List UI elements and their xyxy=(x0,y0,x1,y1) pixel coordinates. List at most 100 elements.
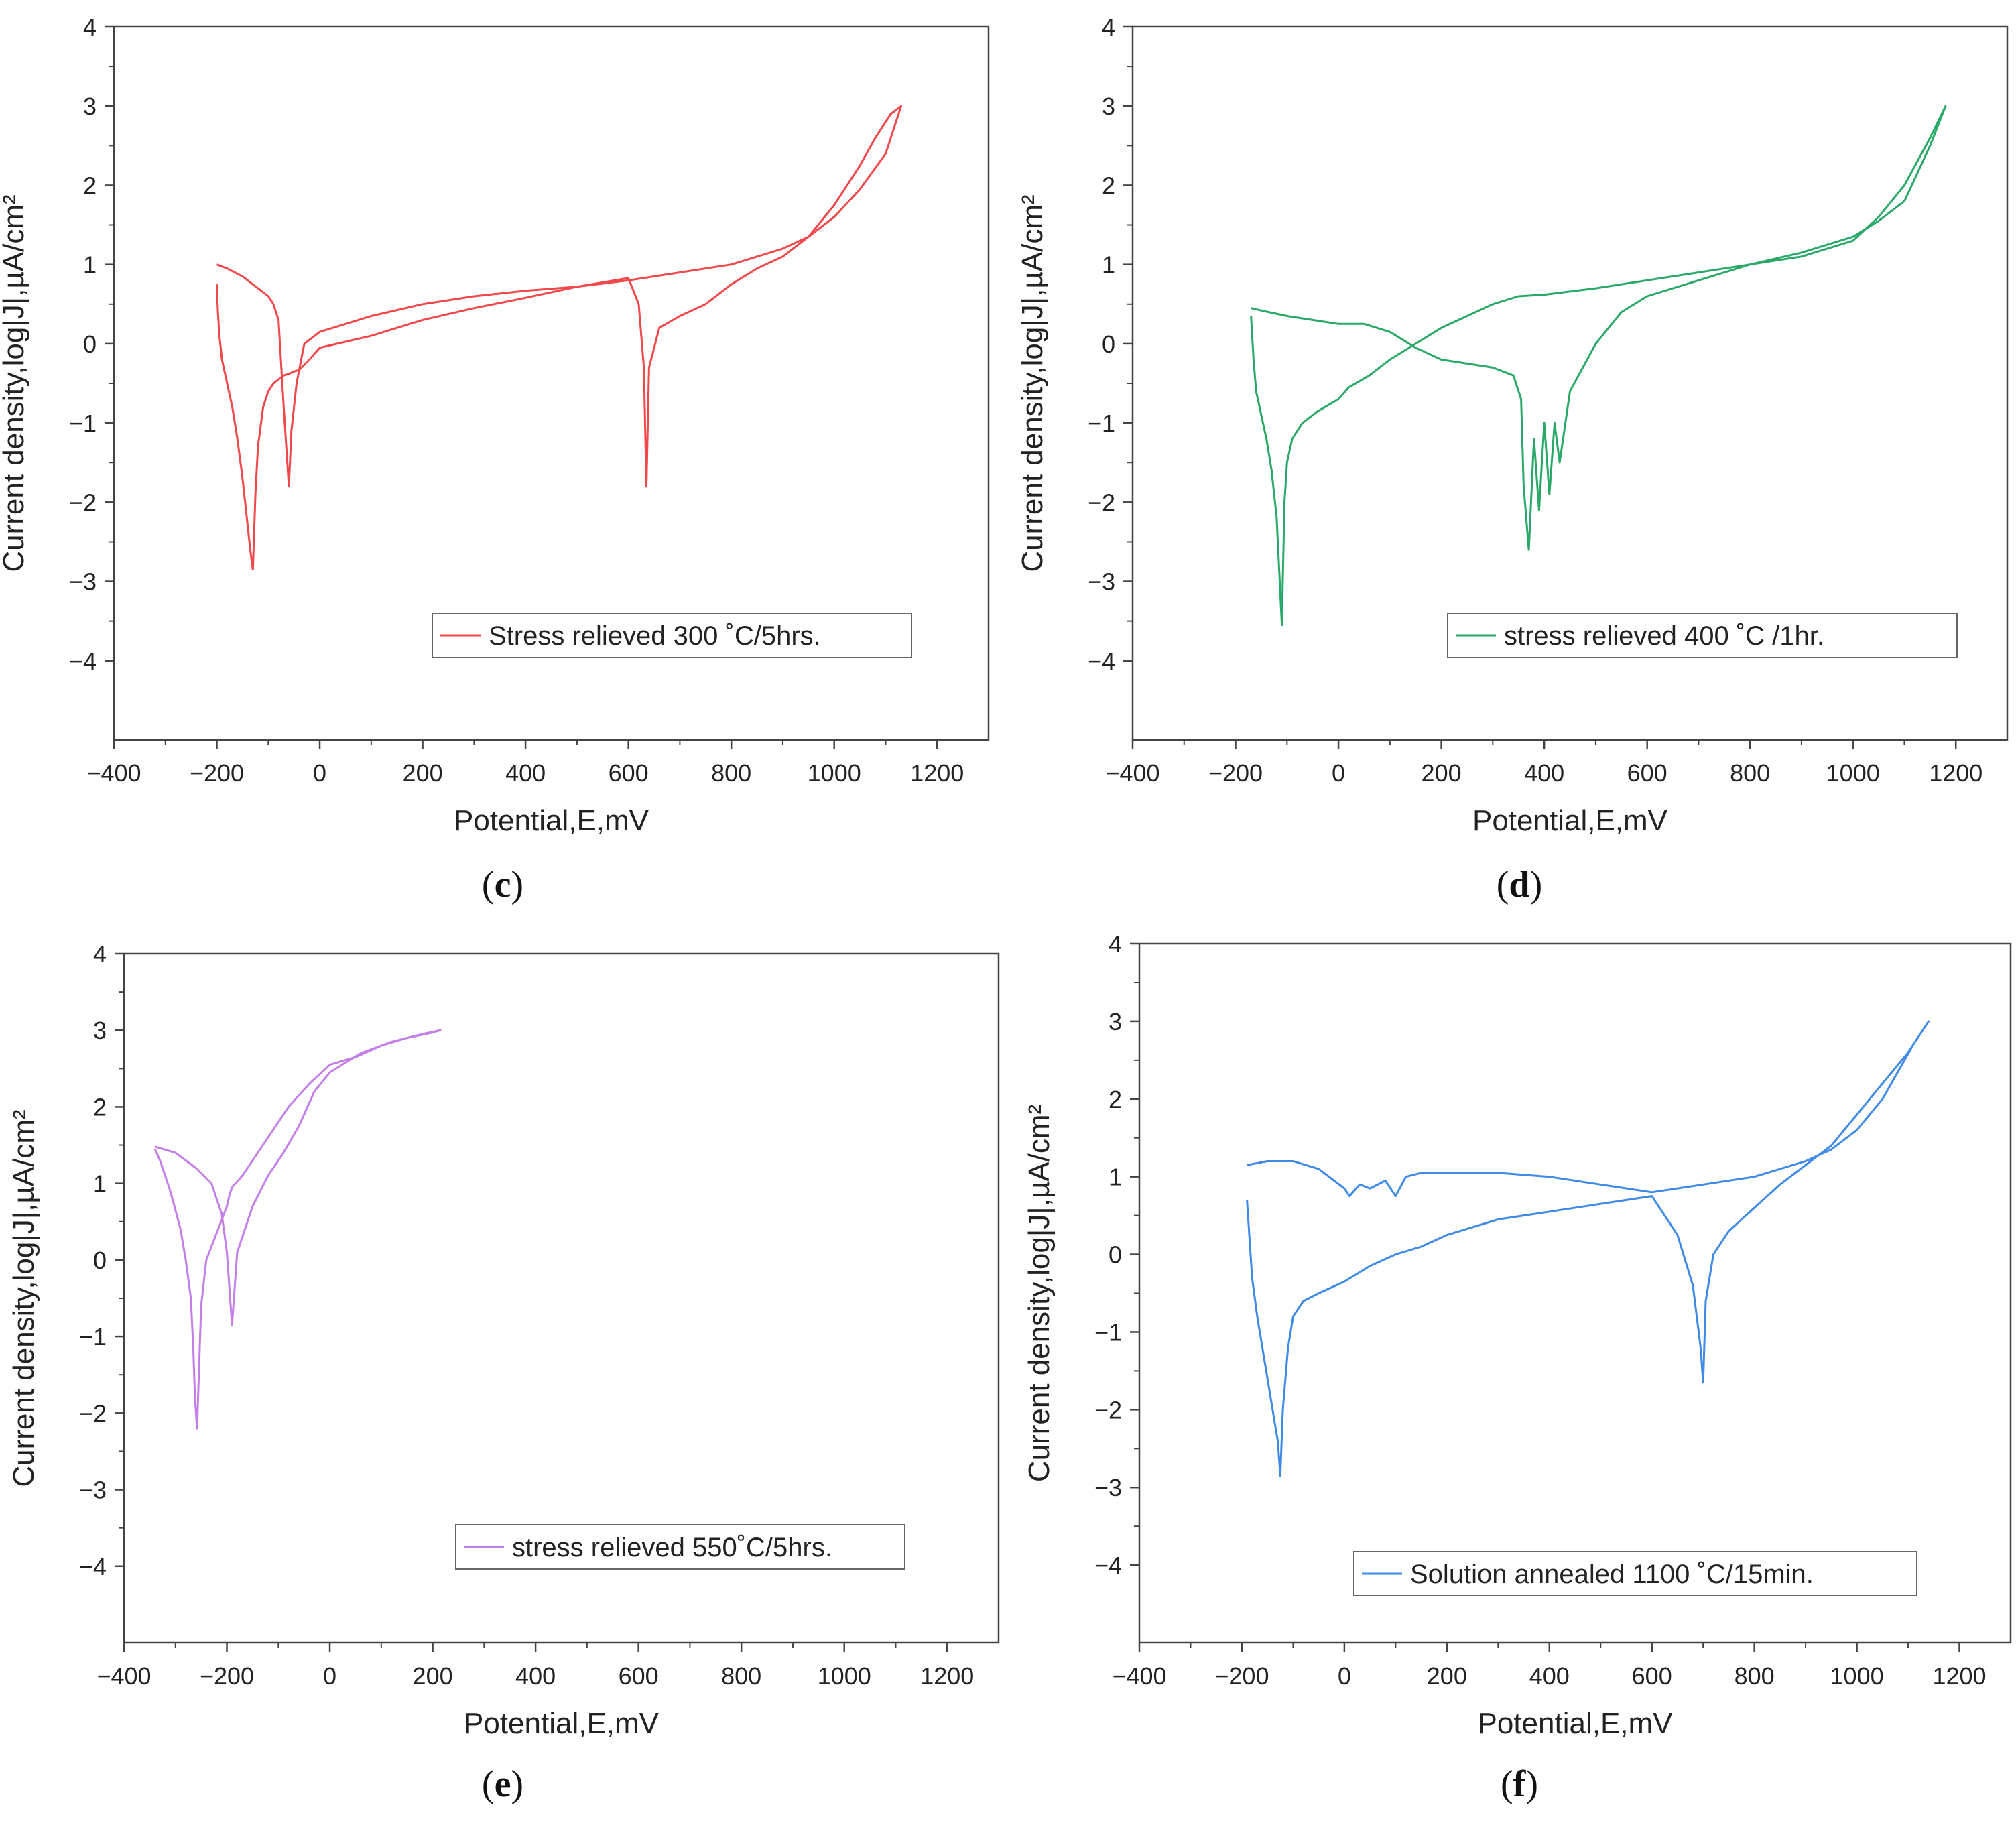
chart-c-legend-box xyxy=(432,613,912,658)
chart-c-panel-label: (c) xyxy=(482,864,523,905)
chart-d-y-tick-label: 3 xyxy=(1102,92,1115,120)
chart-c-y-tick-label: 4 xyxy=(83,13,97,41)
chart-c-x-tick-label: 1000 xyxy=(808,759,861,787)
chart-e-x-tick-label: 1000 xyxy=(818,1662,871,1690)
chart-e-x-tick-label: 400 xyxy=(515,1662,556,1690)
chart-e-x-tick-label: −200 xyxy=(200,1662,254,1690)
chart-d-x-tick-label: 600 xyxy=(1627,759,1667,787)
chart-c-y-tick-label: 0 xyxy=(83,330,97,358)
chart-e-x-tick-label: 0 xyxy=(323,1662,336,1690)
chart-d-x-tick-label: 0 xyxy=(1332,759,1345,787)
chart-c-x-tick-label: 400 xyxy=(505,759,546,787)
chart-f-x-tick-label: 1200 xyxy=(1932,1662,1986,1690)
chart-f-y-tick-label: −4 xyxy=(1094,1552,1122,1579)
chart-f-x-tick-label: 1000 xyxy=(1830,1662,1884,1690)
chart-f-legend-box xyxy=(1353,1551,1917,1596)
chart-d-y-tick-label: 2 xyxy=(1102,172,1115,199)
chart-d-x-axis-label: Potential,E,mV xyxy=(1472,804,1668,837)
chart-f-y-tick-label: 0 xyxy=(1109,1241,1122,1269)
chart-c-panel: −400 −200 0 200 400 600 800 1000 1200 −4 −3 −2 −1 0 1 2… xyxy=(0,13,990,905)
chart-d-y-tick-label: −3 xyxy=(1088,568,1115,596)
chart-d-x-tick-label: 1000 xyxy=(1826,759,1880,787)
chart-d-x-tick-label: 200 xyxy=(1422,759,1462,787)
chart-e-x-tick-label: 800 xyxy=(721,1662,761,1690)
chart-f-x-tick-label: 200 xyxy=(1427,1662,1467,1690)
chart-f-y-tick-label: −2 xyxy=(1094,1396,1122,1424)
chart-e-y-tick-label: −4 xyxy=(79,1553,107,1580)
chart-e-legend-text: stress relieved 550˚C/5hrs. xyxy=(512,1533,832,1562)
chart-c-x-tick-label: 800 xyxy=(711,759,751,787)
chart-d-series-line xyxy=(1250,105,1947,627)
chart-e-x-axis-label: Potential,E,mV xyxy=(464,1707,659,1740)
chart-f-series-line xyxy=(1246,1020,1930,1477)
chart-f-x-tick-label: 600 xyxy=(1632,1662,1672,1690)
chart-e-panel-label: (e) xyxy=(482,1763,523,1805)
chart-c-y-tick-label: −1 xyxy=(69,410,97,437)
chart-c-x-tick-label: −200 xyxy=(190,759,244,787)
chart-d-x-tick-label: 800 xyxy=(1730,759,1770,787)
chart-d-panel: −400 −200 0 200 400 600 800 1000 1200 −4 −3 −2 −1 0 1 2… xyxy=(1016,13,2009,905)
chart-c-y-axis-label: Current density,log|J|,µA/cm² xyxy=(0,194,30,572)
chart-c-y-tick-label: 3 xyxy=(83,92,97,120)
chart-d-y-tick-label: 1 xyxy=(1102,251,1115,279)
chart-e-x-tick-label: −400 xyxy=(97,1662,151,1690)
chart-e-y-axis-label: Current density,log|J|,µA/cm² xyxy=(7,1109,40,1487)
chart-f-y-axis-label: Current density,log|J|,µA/cm² xyxy=(1023,1105,1056,1482)
chart-c-y-tick-label: 2 xyxy=(83,172,97,199)
chart-f-y-tick-label: 2 xyxy=(1109,1086,1122,1113)
chart-d-legend-text: stress relieved 400 ˚C /1hr. xyxy=(1504,621,1824,651)
chart-d-x-tick-label: 1200 xyxy=(1929,759,1982,787)
chart-e-x-tick-label: 200 xyxy=(413,1662,453,1690)
chart-d-y-tick-label: −1 xyxy=(1088,410,1115,437)
chart-e-legend-box xyxy=(455,1524,905,1570)
chart-e-y-tick-label: −1 xyxy=(79,1323,107,1351)
chart-f-y-tick-label: −3 xyxy=(1094,1474,1122,1501)
chart-d-x-tick-label: 400 xyxy=(1524,759,1564,787)
chart-c-y-tick-label: −4 xyxy=(69,647,97,675)
chart-f-x-tick-label: −400 xyxy=(1112,1662,1166,1690)
chart-d-legend: stress relieved 400 ˚C /1hr. xyxy=(1447,613,1958,658)
chart-d-x-tick-label: −400 xyxy=(1105,759,1159,787)
chart-c-x-tick-label: 600 xyxy=(609,759,649,787)
chart-f-axes-frame xyxy=(1138,942,2012,1644)
chart-c-x-axis-label: Potential,E,mV xyxy=(454,804,649,837)
chart-f-x-tick-label: 0 xyxy=(1338,1662,1351,1690)
chart-c-x-tick-label: −400 xyxy=(86,759,141,787)
chart-e-y-tick-label: 0 xyxy=(93,1247,107,1274)
chart-c-y-tick-label: 1 xyxy=(83,251,97,279)
chart-f-y-tick-label: −1 xyxy=(1094,1318,1122,1346)
chart-e-legend: stress relieved 550˚C/5hrs. xyxy=(455,1524,905,1570)
chart-d-legend-box xyxy=(1447,613,1958,658)
chart-c-x-tick-label: 200 xyxy=(403,759,443,787)
chart-d-panel-label: (d) xyxy=(1497,864,1542,905)
chart-f-legend-text: Solution annealed 1100 ˚C/15min. xyxy=(1410,1560,1814,1589)
chart-d-y-tick-label: −2 xyxy=(1088,489,1115,516)
chart-e-y-tick-label: 4 xyxy=(93,940,107,968)
chart-d-x-tick-label: −200 xyxy=(1208,759,1263,787)
chart-c-y-tick-label: −2 xyxy=(69,489,97,516)
chart-e-panel: −400 −200 0 200 400 600 800 1000 1200 −4 −3 −2 −1 0 1 2… xyxy=(7,940,1000,1805)
chart-d-y-tick-label: −4 xyxy=(1088,647,1115,675)
chart-f-panel-label: (f) xyxy=(1501,1763,1538,1805)
chart-d-y-tick-label: 4 xyxy=(1102,13,1115,41)
chart-f-panel: −400 −200 0 200 400 600 800 1000 1200 −4 −3 −2 −1 0 1 2… xyxy=(1023,930,2012,1805)
chart-f-legend: Solution annealed 1100 ˚C/15min. xyxy=(1353,1551,1917,1596)
chart-d-y-tick-label: 0 xyxy=(1102,330,1115,358)
chart-e-y-tick-label: −2 xyxy=(79,1399,107,1427)
chart-e-y-tick-label: 2 xyxy=(93,1093,107,1121)
chart-c-legend-text: Stress relieved 300 ˚C/5hrs. xyxy=(489,621,821,651)
chart-c-y-tick-label: −3 xyxy=(69,568,97,596)
chart-d-y-axis-label: Current density,log|J|,µA/cm² xyxy=(1016,194,1049,572)
chart-e-x-tick-label: 600 xyxy=(619,1662,659,1690)
chart-c-x-tick-label: 0 xyxy=(313,759,326,787)
chart-e-y-tick-label: 1 xyxy=(93,1170,107,1198)
chart-f-x-axis-label: Potential,E,mV xyxy=(1477,1707,1673,1740)
chart-f-y-tick-label: 3 xyxy=(1109,1008,1122,1035)
chart-e-y-tick-label: 3 xyxy=(93,1017,107,1044)
chart-f-x-tick-label: 400 xyxy=(1529,1662,1570,1690)
chart-e-series-line xyxy=(153,1029,442,1430)
chart-c-x-tick-label: 1200 xyxy=(910,759,964,787)
chart-c-legend: Stress relieved 300 ˚C/5hrs. xyxy=(432,613,912,658)
chart-f-y-tick-label: 4 xyxy=(1109,930,1122,958)
